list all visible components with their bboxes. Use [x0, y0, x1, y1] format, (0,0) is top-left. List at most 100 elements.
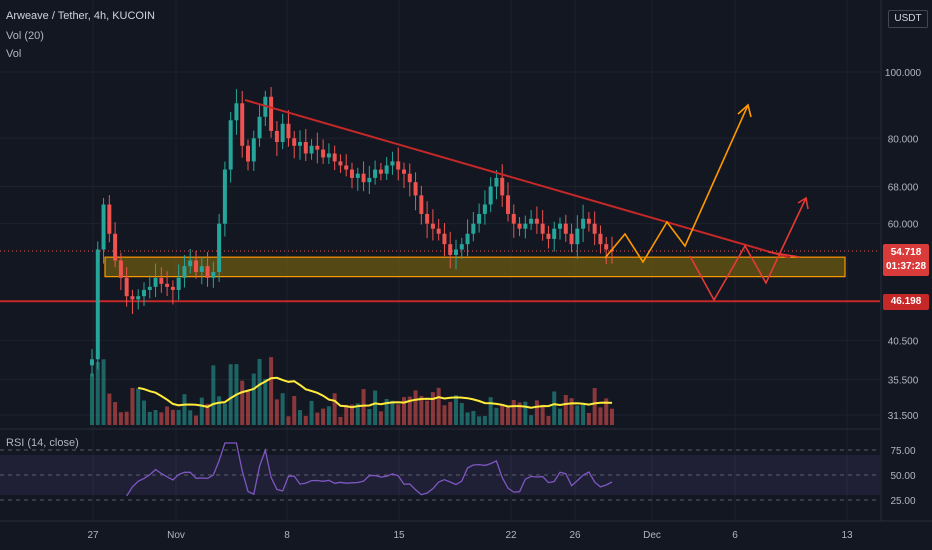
volume-bar-72 — [506, 406, 510, 425]
candle-body-38 — [309, 145, 314, 154]
volume-bar-80 — [552, 391, 557, 425]
axes: 100.000 80.000 68.000 60.000 40.500 35.500 31.… — [87, 68, 921, 541]
bar-countdown: 01:37:28 — [885, 261, 927, 272]
candle-body-45 — [350, 169, 354, 178]
volume-bar-30 — [263, 378, 268, 425]
candle-body-11 — [153, 277, 158, 287]
candle-body-66 — [471, 223, 476, 234]
trendline — [244, 99, 791, 259]
candle-body-42 — [332, 153, 337, 162]
volume-bar-43 — [338, 416, 343, 425]
candle-body-27 — [246, 145, 250, 162]
candle-body-1 — [95, 249, 100, 360]
candle-body-7 — [130, 296, 135, 300]
candle-body-72 — [506, 195, 510, 214]
volume-bar-57 — [419, 395, 424, 425]
candle-body-44 — [344, 165, 349, 170]
volume-bar-12 — [159, 412, 164, 425]
volume-bar-42 — [332, 393, 337, 425]
projection-red-tail — [767, 251, 801, 258]
volume-bar-75 — [523, 401, 528, 425]
volume-bar-13 — [165, 406, 170, 425]
volume-bar-76 — [529, 415, 534, 425]
volume-bar-59 — [430, 392, 435, 425]
volume-bar-33 — [280, 393, 285, 425]
volume-bar-16 — [182, 394, 187, 425]
volume-bar-24 — [228, 364, 233, 425]
volume-bar-29 — [257, 358, 262, 425]
candle-body-59 — [430, 223, 435, 229]
rsi-label[interactable]: RSI (14, close) — [6, 437, 79, 449]
candle-body-52 — [390, 161, 395, 166]
volume-bar-53 — [396, 404, 401, 425]
volume-bar-51 — [384, 398, 389, 425]
time-tick-0: 27 — [87, 530, 99, 541]
volume-bar-62 — [448, 401, 453, 425]
candle-body-79 — [546, 233, 551, 239]
volume-bar-84 — [575, 405, 580, 425]
candle-body-60 — [436, 228, 441, 234]
volume-bar-56 — [413, 390, 418, 425]
rsi-line — [126, 442, 613, 497]
candle-body-29 — [257, 116, 262, 139]
rsi-tick-0: 75.00 — [890, 446, 915, 457]
volume-bar-17 — [188, 410, 193, 425]
volume-bar-66 — [471, 410, 476, 425]
volume-bar-45 — [350, 404, 354, 425]
candle-body-25 — [234, 103, 239, 121]
candle-body-73 — [511, 213, 516, 224]
vol-label[interactable]: Vol — [6, 48, 22, 60]
candle-body-36 — [298, 141, 302, 146]
candle-body-71 — [500, 177, 505, 196]
candle-body-20 — [205, 266, 210, 278]
vol20-label[interactable]: Vol (20) — [6, 30, 44, 42]
volume-bar-38 — [309, 400, 314, 425]
chart-title[interactable]: Arweave / Tether, 4h, KUCOIN — [6, 10, 155, 22]
support-price-badge: 46.198 — [883, 294, 929, 310]
volume-bar-7 — [130, 387, 135, 425]
current-price: 54.718 — [890, 247, 922, 258]
time-tick-1: Nov — [167, 530, 185, 541]
volume-bar-85 — [581, 404, 586, 425]
candle-body-28 — [251, 138, 256, 162]
volume-bar-34 — [286, 416, 291, 425]
volume-bar-36 — [298, 410, 302, 425]
volume-bars — [90, 357, 614, 425]
volume-bar-68 — [482, 415, 487, 425]
volume-bar-23 — [222, 403, 227, 425]
price-tick-4: 40.500 — [888, 336, 919, 347]
candle-body-84 — [575, 228, 580, 245]
candle-body-83 — [569, 233, 574, 245]
candle-body-48 — [367, 177, 372, 183]
volume-bar-74 — [517, 402, 522, 425]
candle-body-77 — [534, 218, 539, 224]
volume-bar-60 — [436, 387, 441, 425]
candle-body-8 — [136, 296, 141, 300]
volume-bar-15 — [176, 409, 181, 425]
descending-trendline — [244, 99, 791, 259]
currency-selector[interactable]: USDT — [888, 10, 928, 28]
volume-bar-58 — [425, 400, 430, 425]
volume-bar-78 — [540, 404, 545, 425]
candle-body-69 — [488, 186, 493, 205]
projection-red-arrowhead — [797, 196, 809, 210]
volume-bar-55 — [407, 396, 412, 425]
price-tick-6: 31.500 — [888, 411, 919, 422]
candle-body-3 — [107, 204, 112, 234]
volume-bar-89 — [604, 398, 609, 425]
volume-bar-70 — [494, 407, 499, 425]
volume-ma-line — [137, 376, 613, 409]
candle-body-18 — [194, 260, 198, 272]
volume-bar-48 — [367, 408, 372, 425]
volume-bar-37 — [303, 415, 308, 425]
candle-body-49 — [373, 169, 378, 178]
candle-body-4 — [113, 233, 118, 261]
candle-body-34 — [286, 123, 291, 139]
volume-bar-50 — [378, 411, 383, 425]
candle-body-46 — [355, 173, 360, 178]
candle-body-70 — [494, 177, 499, 187]
volume-bar-2 — [101, 359, 106, 425]
candle-body-19 — [199, 266, 204, 272]
candle-body-75 — [523, 223, 528, 229]
